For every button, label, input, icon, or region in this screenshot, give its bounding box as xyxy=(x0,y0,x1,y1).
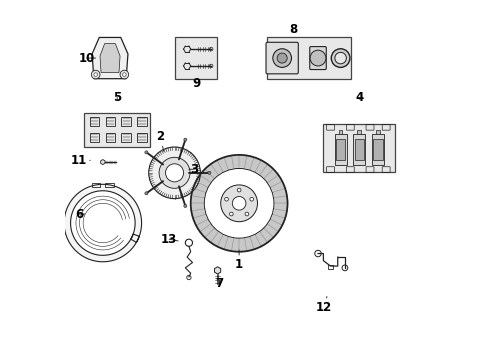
Text: 6: 6 xyxy=(75,208,85,221)
Bar xyxy=(338,130,342,134)
Bar xyxy=(375,130,379,134)
Polygon shape xyxy=(101,159,105,165)
Bar xyxy=(357,130,360,134)
Circle shape xyxy=(144,192,147,195)
Polygon shape xyxy=(100,44,120,72)
Circle shape xyxy=(94,73,97,76)
Text: 12: 12 xyxy=(315,297,331,314)
Text: 2: 2 xyxy=(156,130,164,151)
Text: 10: 10 xyxy=(79,51,96,64)
Polygon shape xyxy=(92,37,128,79)
Circle shape xyxy=(224,197,228,201)
Bar xyxy=(354,139,363,160)
Circle shape xyxy=(144,151,147,154)
Text: 1: 1 xyxy=(235,250,243,271)
Bar xyxy=(334,134,346,165)
Circle shape xyxy=(91,70,100,79)
Polygon shape xyxy=(214,267,220,274)
Text: 7: 7 xyxy=(215,278,223,291)
FancyBboxPatch shape xyxy=(265,42,298,74)
Circle shape xyxy=(183,204,186,207)
Circle shape xyxy=(207,171,210,174)
Polygon shape xyxy=(190,155,287,252)
Bar xyxy=(105,133,115,141)
Circle shape xyxy=(148,147,200,199)
Text: 13: 13 xyxy=(161,233,178,246)
Bar xyxy=(137,117,146,126)
Bar xyxy=(105,183,114,187)
Bar xyxy=(90,133,99,141)
Circle shape xyxy=(122,73,126,76)
Bar xyxy=(335,139,345,160)
Text: 11: 11 xyxy=(71,154,90,167)
Circle shape xyxy=(330,49,349,67)
Circle shape xyxy=(220,185,257,222)
Circle shape xyxy=(183,138,186,141)
Text: 8: 8 xyxy=(288,23,296,36)
Bar xyxy=(121,117,131,126)
Bar xyxy=(90,117,99,126)
Circle shape xyxy=(165,164,183,182)
Bar xyxy=(105,117,115,126)
Bar xyxy=(92,183,100,187)
Circle shape xyxy=(159,157,190,188)
Text: 5: 5 xyxy=(113,91,121,104)
Circle shape xyxy=(237,188,241,192)
Bar xyxy=(84,113,150,147)
Bar xyxy=(371,134,383,165)
Circle shape xyxy=(244,212,248,216)
Bar xyxy=(121,133,131,141)
Bar xyxy=(137,133,146,141)
FancyBboxPatch shape xyxy=(309,46,325,69)
Text: 3: 3 xyxy=(188,163,198,176)
Polygon shape xyxy=(204,168,273,238)
Circle shape xyxy=(309,50,325,66)
Bar xyxy=(266,37,350,79)
Polygon shape xyxy=(64,184,142,262)
Circle shape xyxy=(272,49,291,67)
Bar xyxy=(323,123,394,172)
Text: 4: 4 xyxy=(354,91,363,104)
Bar xyxy=(352,134,365,165)
Circle shape xyxy=(277,53,286,63)
Circle shape xyxy=(120,70,128,79)
Circle shape xyxy=(232,197,245,210)
Circle shape xyxy=(249,197,253,201)
Bar xyxy=(175,37,216,79)
Circle shape xyxy=(229,212,233,216)
Bar xyxy=(327,265,333,269)
Circle shape xyxy=(334,52,346,64)
Bar xyxy=(372,139,382,160)
Text: 9: 9 xyxy=(192,77,200,90)
